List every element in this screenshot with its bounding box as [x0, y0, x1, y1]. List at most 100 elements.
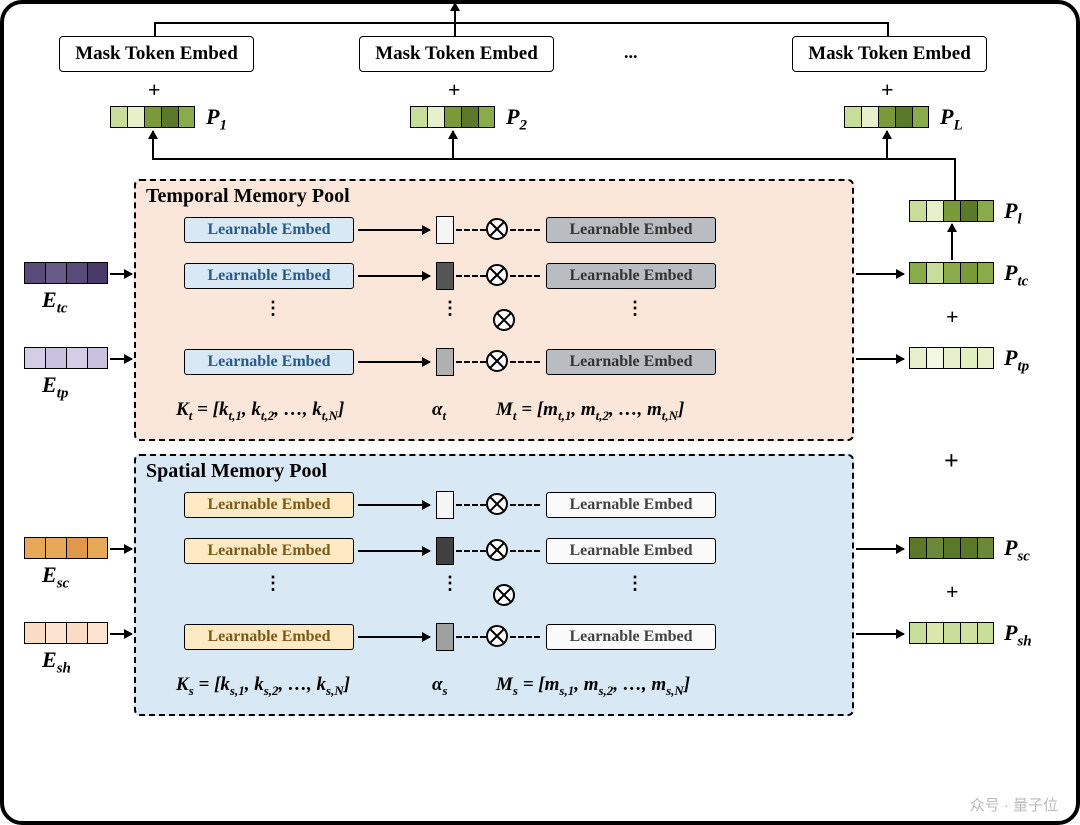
- etc-arrow: [110, 273, 132, 275]
- esc-arrow: [110, 548, 132, 550]
- diagram-frame: Mask Token Embed Mask Token Embed ... Ma…: [0, 0, 1080, 825]
- etp-cells: [24, 347, 108, 369]
- s-otimes-n: [486, 625, 508, 647]
- pl-right-label: Pl: [1004, 198, 1022, 228]
- s-dash-2: [456, 550, 486, 552]
- t-key-embed-2: Learnable Embed: [184, 263, 354, 289]
- t-dash-2b: [510, 275, 540, 277]
- mask-token-box-2: Mask Token Embed: [359, 36, 554, 72]
- etp-label: Etp: [42, 372, 68, 402]
- s-dash-1: [456, 504, 486, 506]
- spatial-pool-title: Spatial Memory Pool: [146, 460, 327, 483]
- temporal-pool-title: Temporal Memory Pool: [146, 185, 350, 208]
- output-arrow: [454, 3, 456, 23]
- top-hbar: [154, 22, 889, 24]
- plus-top-3: +: [881, 77, 894, 103]
- pl-label: PL: [940, 104, 963, 134]
- s-otimes-1: [486, 493, 508, 515]
- s-vdots-c: [493, 584, 515, 606]
- t-dash-2: [456, 275, 486, 277]
- t-arrow-2: [358, 275, 430, 277]
- ptc-label: Ptc: [1004, 260, 1028, 290]
- t-alpha-1: [436, 216, 454, 244]
- t-otimes-2: [486, 264, 508, 286]
- t-key-embed-n: Learnable Embed: [184, 349, 354, 375]
- mask-token-box-1: Mask Token Embed: [59, 36, 254, 72]
- s-key-embed-n: Learnable Embed: [184, 624, 354, 650]
- s-val-embed-2: Learnable Embed: [546, 538, 716, 564]
- ptp-label: Ptp: [1004, 345, 1029, 375]
- s-K-formula: Ks = [ks,1, ks,2, …, ks,N]: [176, 674, 350, 699]
- t-arrow-n: [358, 361, 430, 363]
- t-key-embed-1: Learnable Embed: [184, 217, 354, 243]
- top-vbar-3: [887, 22, 889, 36]
- plus-mid: +: [944, 446, 959, 476]
- p1-label: P1: [206, 104, 227, 134]
- esh-arrow: [110, 633, 132, 635]
- p2-label: P2: [506, 104, 527, 134]
- t-dash-1: [456, 229, 486, 231]
- plus-top-1: +: [148, 77, 161, 103]
- s-key-embed-1: Learnable Embed: [184, 492, 354, 518]
- t-val-embed-n: Learnable Embed: [546, 349, 716, 375]
- esh-cells: [24, 622, 108, 644]
- psh-arrow: [856, 633, 904, 635]
- t-K-formula: Kt = [kt,1, kt,2, …, kt,N]: [176, 399, 344, 424]
- ptc-cells: [909, 262, 994, 284]
- watermark: 众号 · 量子位: [970, 794, 1058, 815]
- t-otimes-1: [486, 218, 508, 240]
- top-vbar-2: [454, 22, 456, 36]
- esc-cells: [24, 537, 108, 559]
- s-arrow-n: [358, 636, 430, 638]
- psh-label: Psh: [1004, 620, 1032, 650]
- t-vdots-c: [493, 309, 515, 331]
- s-arrow-2: [358, 550, 430, 552]
- s-dash-2b: [510, 550, 540, 552]
- s-M-formula: Ms = [ms,1, ms,2, …, ms,N]: [496, 674, 690, 699]
- psc-cells: [909, 537, 994, 559]
- pl-arrow: [886, 131, 888, 159]
- t-vdots-a: ⋮: [264, 306, 282, 310]
- ptp-arrow: [856, 358, 904, 360]
- s-val-embed-n: Learnable Embed: [546, 624, 716, 650]
- t-dash-1b: [510, 229, 540, 231]
- ptp-cells: [909, 347, 994, 369]
- s-arrow-1: [358, 504, 430, 506]
- s-dash-n: [456, 636, 486, 638]
- plus-psc: +: [946, 579, 959, 605]
- t-arrow-1: [358, 229, 430, 231]
- p2-arrow: [452, 131, 454, 159]
- plus-ptc: +: [946, 304, 959, 330]
- s-alpha-1: [436, 491, 454, 519]
- psc-arrow: [856, 548, 904, 550]
- s-vdots-a: ⋮: [264, 581, 282, 585]
- top-vbar-1: [154, 22, 156, 36]
- plus-top-2: +: [448, 77, 461, 103]
- p1-cells: [110, 106, 195, 128]
- etc-label: Etc: [42, 287, 68, 317]
- etc-cells: [24, 262, 108, 284]
- s-vdots-d: ⋮: [626, 581, 644, 585]
- t-alpha-n: [436, 348, 454, 376]
- t-dash-nb: [510, 361, 540, 363]
- mask-token-box-3: Mask Token Embed: [792, 36, 987, 72]
- s-vdots-b: ⋮: [441, 581, 459, 585]
- spatial-pool: Spatial Memory Pool Learnable Embed Lear…: [134, 454, 854, 716]
- temporal-pool: Temporal Memory Pool Learnable Embed Lea…: [134, 179, 854, 441]
- t-otimes-n: [486, 350, 508, 372]
- t-vdots-b: ⋮: [441, 306, 459, 310]
- pl-up-arrow: [951, 224, 953, 260]
- s-val-embed-1: Learnable Embed: [546, 492, 716, 518]
- dist-hbar: [152, 158, 888, 160]
- mask-ellipsis: ...: [624, 42, 638, 63]
- ptc-arrow: [856, 273, 904, 275]
- t-val-embed-2: Learnable Embed: [546, 263, 716, 289]
- t-vdots-d: ⋮: [626, 306, 644, 310]
- t-alpha-2: [436, 262, 454, 290]
- t-alpha-formula: αt: [432, 399, 446, 424]
- pl-cells: [844, 106, 929, 128]
- s-dash-1b: [510, 504, 540, 506]
- t-dash-n: [456, 361, 486, 363]
- t-val-embed-1: Learnable Embed: [546, 217, 716, 243]
- p1-arrow: [152, 131, 154, 159]
